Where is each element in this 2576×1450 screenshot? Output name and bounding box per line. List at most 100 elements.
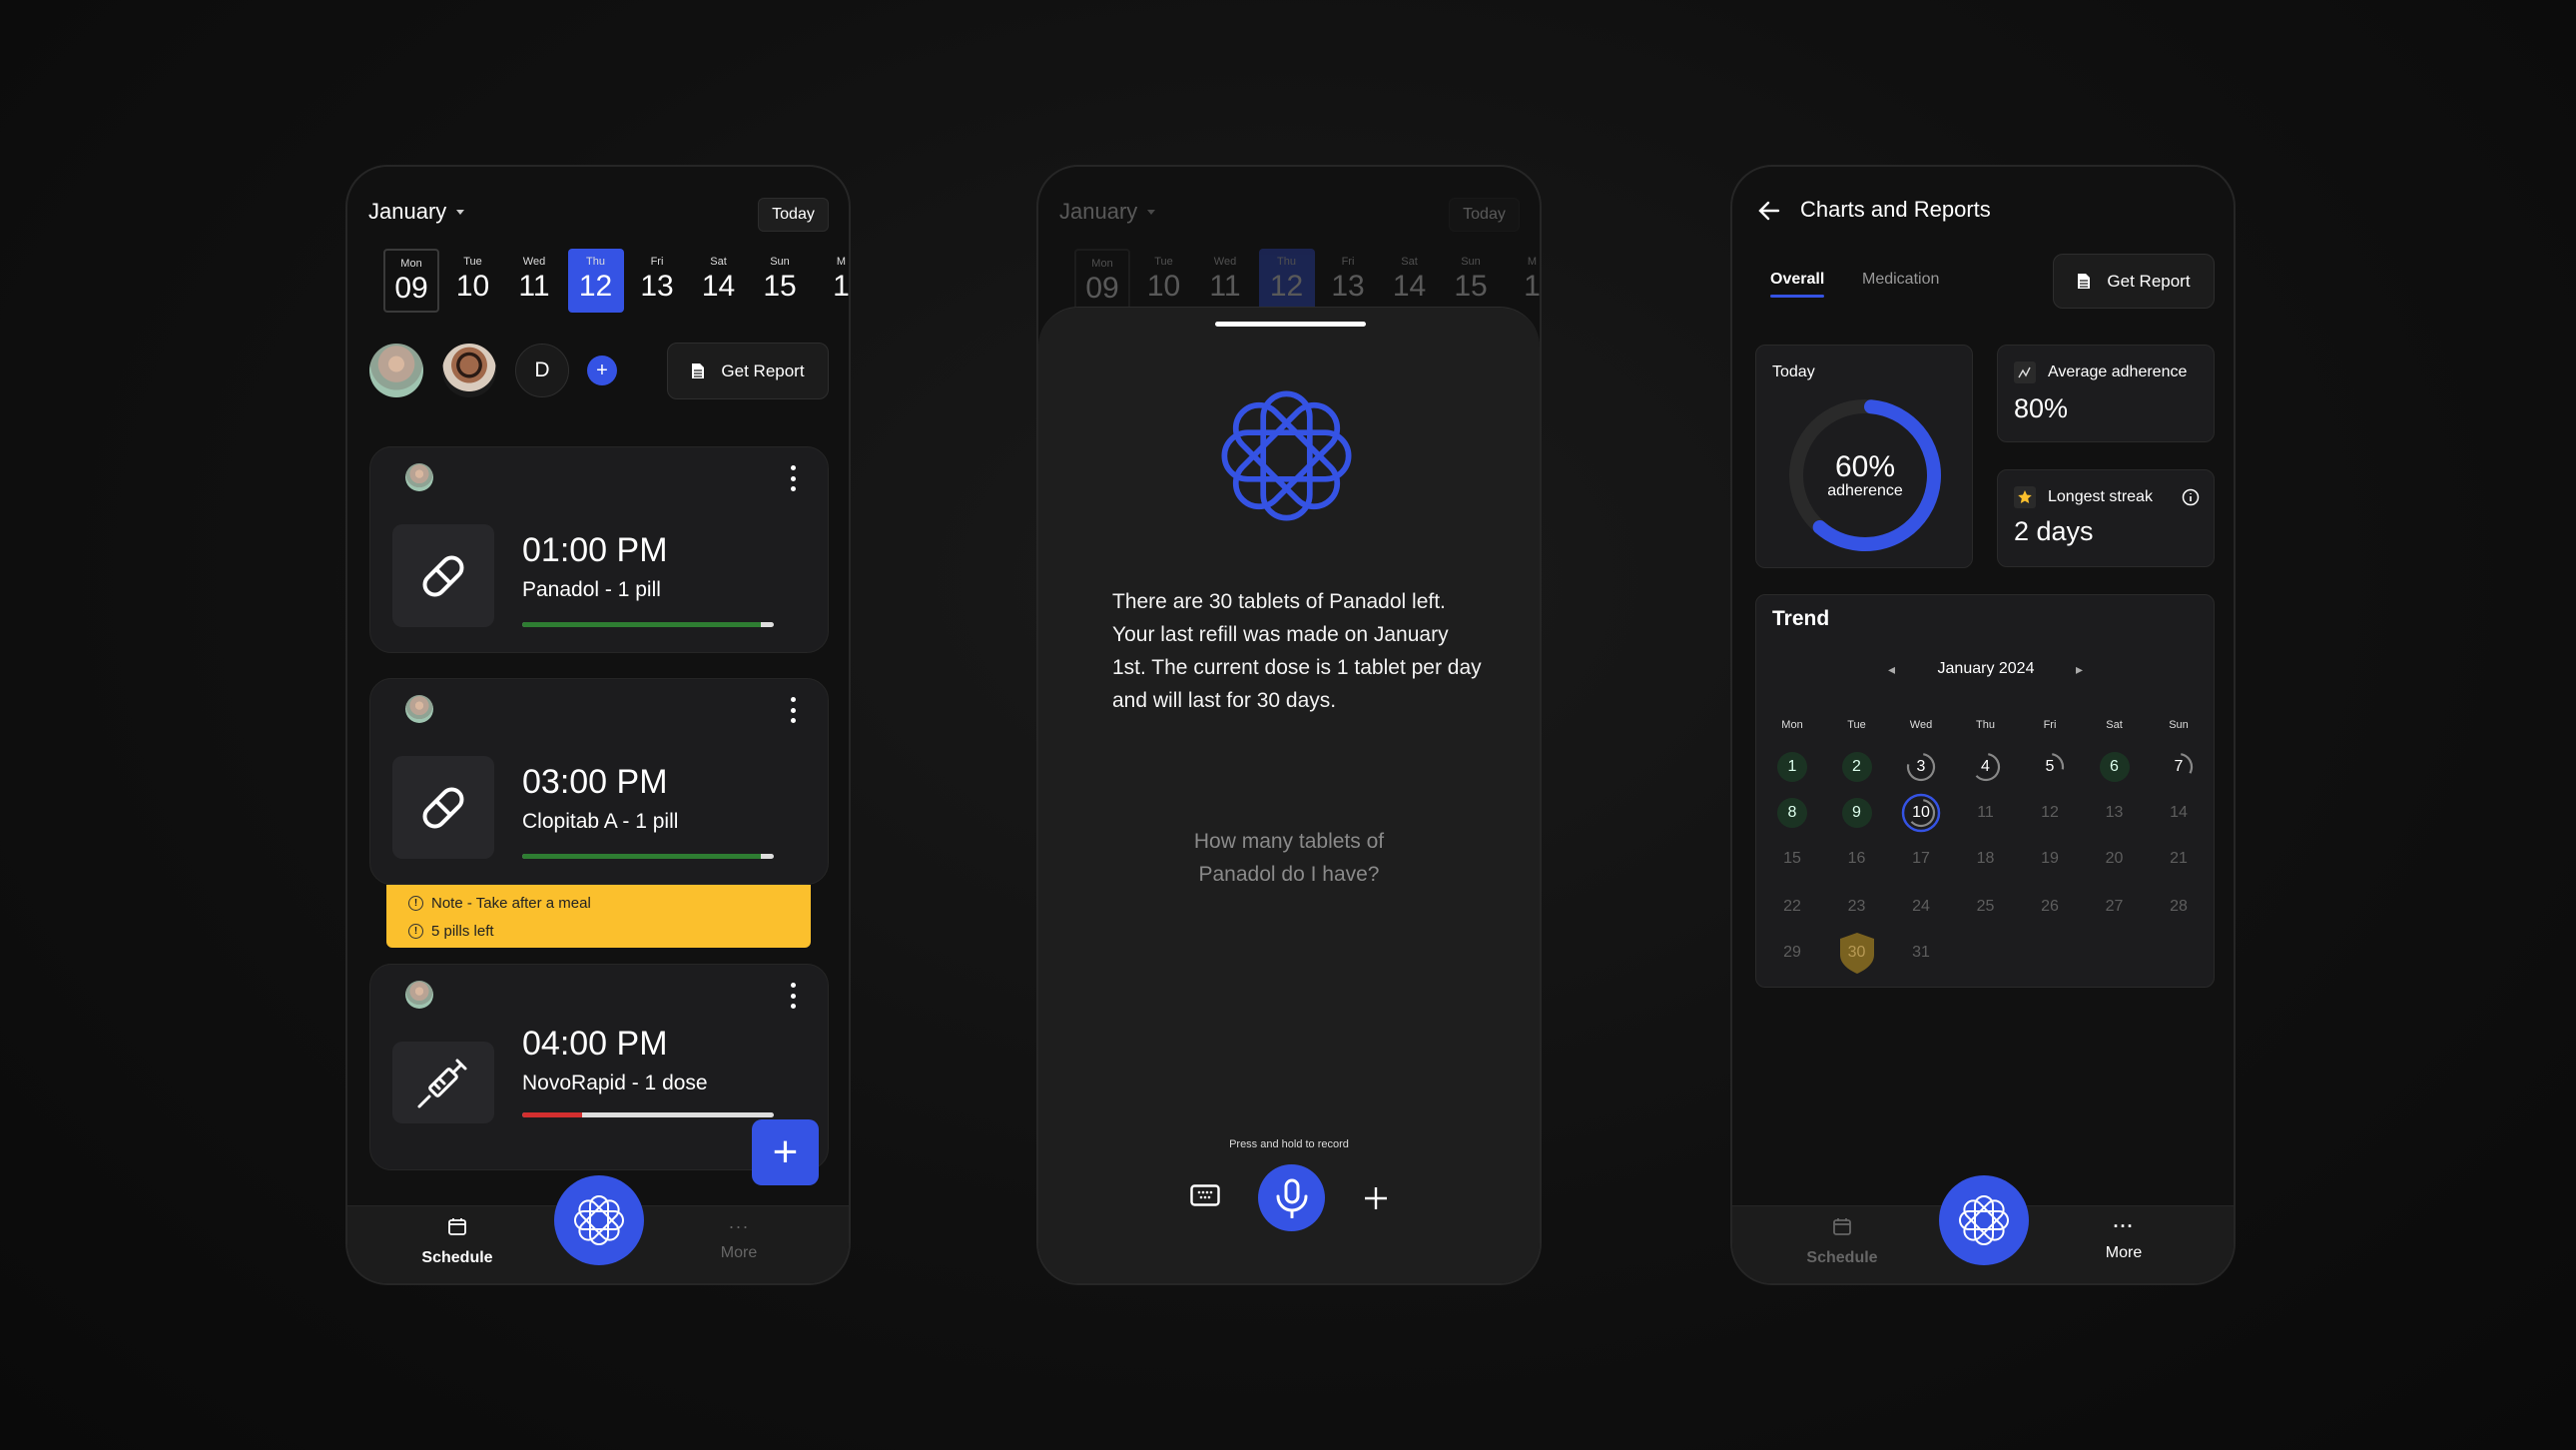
month-selector[interactable]: January — [368, 199, 465, 225]
nav-more[interactable]: ··· More — [2064, 1216, 2184, 1262]
caret-down-icon — [1147, 209, 1156, 215]
pill-icon — [422, 787, 464, 828]
get-report-button[interactable]: Get Report — [2053, 254, 2215, 309]
day-number: 11 — [1977, 804, 1994, 821]
day-number: 26 — [2041, 898, 2059, 915]
calendar-day[interactable]: 28 — [2159, 887, 2199, 927]
calendar-day[interactable]: 19 — [2030, 839, 2070, 879]
drag-handle[interactable] — [1215, 322, 1366, 327]
keyboard-icon[interactable] — [1190, 1184, 1220, 1206]
weekday-header: Sat — [2106, 719, 2123, 731]
calendar-day[interactable]: 4 — [1966, 747, 2006, 787]
record-button[interactable] — [1258, 1164, 1325, 1231]
calendar-day[interactable]: 9 — [1837, 793, 1877, 833]
plus-icon[interactable] — [1364, 1186, 1388, 1210]
today-adherence-sub: adherence — [1827, 482, 1903, 499]
tab-medication[interactable]: Medication — [1862, 271, 1940, 288]
calendar-day[interactable]: 6 — [2095, 747, 2135, 787]
avatar[interactable] — [442, 344, 496, 397]
more-options-icon[interactable] — [788, 983, 798, 1009]
date-thu[interactable]: Thu 12 — [1258, 249, 1315, 313]
date-tue[interactable]: Tue 10 — [1136, 249, 1192, 313]
day-progress-ring — [2035, 752, 2065, 782]
calendar-day[interactable]: 1 — [1772, 747, 1812, 787]
date-tue[interactable]: Tue 10 — [445, 249, 501, 313]
calendar-day[interactable]: 13 — [2095, 793, 2135, 833]
dose-time: 04:00 PM — [522, 1025, 668, 1063]
calendar-day[interactable]: 22 — [1772, 887, 1812, 927]
calendar-day[interactable]: 3 — [1901, 747, 1941, 787]
calendar-day[interactable]: 10 — [1901, 793, 1941, 833]
medication-card[interactable]: 03:00 PM Clopitab A - 1 pill — [369, 678, 829, 885]
date-sun[interactable]: Sun 15 — [752, 249, 808, 313]
date-fri[interactable]: Fri 13 — [629, 249, 685, 313]
day-number: 23 — [1847, 898, 1866, 915]
back-arrow-icon[interactable] — [1758, 201, 1780, 221]
add-medication-button[interactable]: + — [752, 1119, 819, 1185]
calendar-day[interactable]: 12 — [2030, 793, 2070, 833]
average-adherence-value: 80% — [2014, 393, 2069, 423]
assistant-logo-icon — [1959, 1195, 2009, 1245]
weekday-label: Sun — [1461, 256, 1481, 268]
calendar-day[interactable]: 23 — [1837, 887, 1877, 927]
date-sat[interactable]: Sat 14 — [691, 249, 747, 313]
add-profile-button[interactable]: + — [587, 356, 617, 385]
day-number: 21 — [2170, 850, 2188, 867]
date-number: 10 — [1146, 270, 1181, 303]
calendar-day[interactable]: 17 — [1901, 839, 1941, 879]
calendar-day[interactable]: 8 — [1772, 793, 1812, 833]
medication-card[interactable]: 01:00 PM Panadol - 1 pill — [369, 446, 829, 653]
date-number: 13 — [1331, 270, 1365, 303]
date-fri[interactable]: Fri 13 — [1320, 249, 1376, 313]
day-number: 1 — [1787, 758, 1797, 775]
next-month-icon[interactable]: ▸ — [2076, 661, 2084, 677]
calendar-day[interactable]: 30 — [1837, 933, 1877, 974]
calendar-day[interactable]: 21 — [2159, 839, 2199, 879]
date-wed[interactable]: Wed 11 — [1197, 249, 1253, 313]
calendar-month-label: January 2024 — [1937, 660, 2035, 677]
more-options-icon[interactable] — [788, 697, 798, 723]
today-button[interactable]: Today — [758, 198, 829, 232]
assistant-button[interactable] — [554, 1175, 644, 1265]
calendar-day[interactable]: 16 — [1837, 839, 1877, 879]
date-sun[interactable]: Sun 15 — [1443, 249, 1499, 313]
calendar-day[interactable]: 7 — [2159, 747, 2199, 787]
calendar-day[interactable]: 5 — [2030, 747, 2070, 787]
nav-more[interactable]: ··· More — [679, 1216, 799, 1262]
date-mon[interactable]: Mon 09 — [383, 249, 439, 313]
calendar-day[interactable]: 18 — [1966, 839, 2006, 879]
date-sat[interactable]: Sat 14 — [1382, 249, 1438, 313]
more-options-icon[interactable] — [788, 465, 798, 491]
day-number: 30 — [1847, 944, 1866, 961]
date-thu[interactable]: Thu 12 — [567, 249, 624, 313]
calendar-day[interactable]: 29 — [1772, 933, 1812, 973]
avatar-initial[interactable]: D — [515, 344, 569, 397]
nav-schedule[interactable]: Schedule — [397, 1216, 517, 1267]
calendar-day[interactable]: 26 — [2030, 887, 2070, 927]
calendar-day[interactable]: 24 — [1901, 887, 1941, 927]
calendar-day[interactable]: 25 — [1966, 887, 2006, 927]
avatar[interactable] — [369, 344, 423, 397]
day-number: 12 — [2041, 804, 2059, 821]
calendar-day[interactable]: 11 — [1966, 793, 2006, 833]
day-progress-ring — [1906, 752, 1936, 782]
date-mon[interactable]: Mon 09 — [1074, 249, 1130, 313]
calendar-day[interactable]: 14 — [2159, 793, 2199, 833]
calendar-day[interactable]: 20 — [2095, 839, 2135, 879]
prev-month-icon[interactable]: ◂ — [1888, 661, 1896, 677]
info-icon[interactable] — [2182, 488, 2200, 506]
calendar-day[interactable]: 15 — [1772, 839, 1812, 879]
day-number: 4 — [1981, 758, 1990, 775]
get-report-button[interactable]: Get Report — [667, 343, 829, 399]
today-adherence-value: 60% — [1834, 450, 1896, 483]
calendar-day[interactable]: 31 — [1901, 933, 1941, 973]
calendar-day[interactable]: 2 — [1837, 747, 1877, 787]
tab-overall[interactable]: Overall — [1770, 271, 1825, 298]
date-wed[interactable]: Wed 11 — [506, 249, 562, 313]
medication-icon-box — [392, 524, 494, 627]
nav-schedule[interactable]: Schedule — [1782, 1216, 1902, 1267]
calendar-day[interactable]: 27 — [2095, 887, 2135, 927]
assistant-button[interactable] — [1939, 1175, 2029, 1265]
